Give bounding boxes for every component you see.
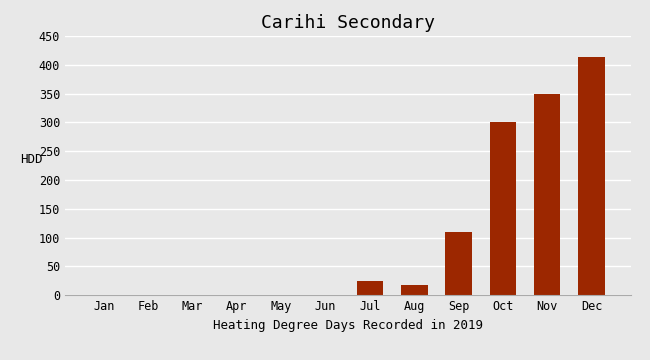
Bar xyxy=(357,281,384,295)
Bar xyxy=(401,285,428,295)
X-axis label: Heating Degree Days Recorded in 2019: Heating Degree Days Recorded in 2019 xyxy=(213,319,483,332)
Title: Carihi Secondary: Carihi Secondary xyxy=(261,14,435,32)
Y-axis label: HDD: HDD xyxy=(20,153,42,166)
Bar xyxy=(578,57,604,295)
Bar xyxy=(489,122,516,295)
Bar xyxy=(445,232,472,295)
Bar xyxy=(534,94,560,295)
